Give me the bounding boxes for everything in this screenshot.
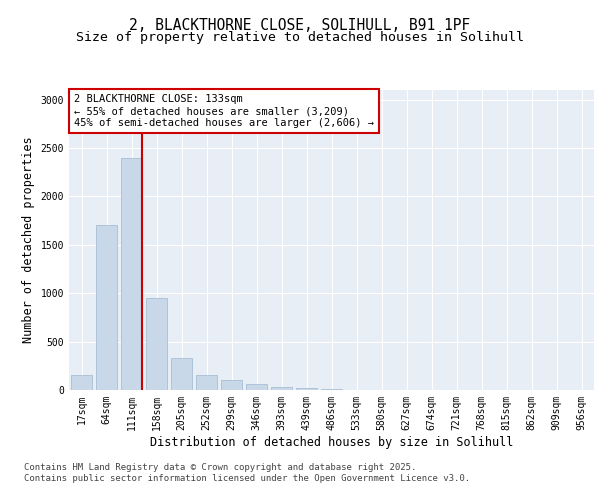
Bar [246, 384, 267, 390]
Text: 2, BLACKTHORNE CLOSE, SOLIHULL, B91 1PF: 2, BLACKTHORNE CLOSE, SOLIHULL, B91 1PF [130, 18, 470, 32]
Text: 2 BLACKTHORNE CLOSE: 133sqm
← 55% of detached houses are smaller (3,209)
45% of : 2 BLACKTHORNE CLOSE: 133sqm ← 55% of det… [74, 94, 374, 128]
Text: Contains public sector information licensed under the Open Government Licence v3: Contains public sector information licen… [24, 474, 470, 483]
Bar [121, 158, 142, 390]
Bar [71, 376, 92, 390]
Bar [296, 388, 317, 390]
Text: Size of property relative to detached houses in Solihull: Size of property relative to detached ho… [76, 31, 524, 44]
Text: Contains HM Land Registry data © Crown copyright and database right 2025.: Contains HM Land Registry data © Crown c… [24, 462, 416, 471]
Bar [221, 380, 242, 390]
Bar [146, 298, 167, 390]
Bar [171, 358, 192, 390]
Bar [196, 376, 217, 390]
Bar [96, 226, 117, 390]
Bar [271, 387, 292, 390]
Bar [321, 389, 342, 390]
Y-axis label: Number of detached properties: Number of detached properties [22, 136, 35, 344]
X-axis label: Distribution of detached houses by size in Solihull: Distribution of detached houses by size … [150, 436, 513, 448]
